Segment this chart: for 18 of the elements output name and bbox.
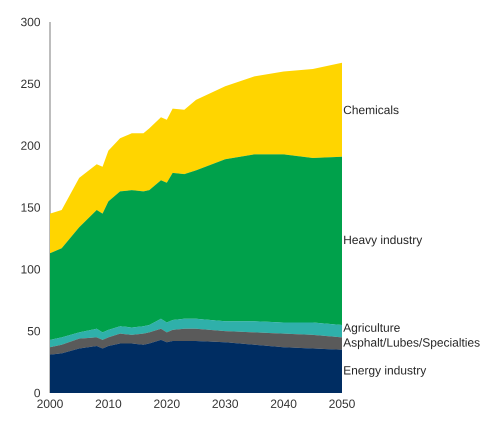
series-label: Asphalt/Lubes/Specialties — [343, 338, 480, 350]
series-label: Energy industry — [344, 366, 426, 377]
x-tick-label: 2020 — [154, 400, 180, 408]
series-label: Chemicals — [344, 105, 399, 114]
x-tick-label: 2040 — [270, 400, 296, 408]
y-tick-label: 200 — [21, 141, 40, 150]
y-tick-label: 0 — [34, 388, 40, 398]
y-tick-label: 300 — [21, 18, 40, 26]
x-tick-label: 2050 — [329, 400, 355, 408]
y-tick-label: 150 — [21, 203, 40, 212]
y-tick-label: 100 — [21, 265, 40, 274]
y-tick-label: 250 — [21, 80, 40, 88]
series-label: Heavy industry — [344, 235, 422, 246]
x-tick-label: 2010 — [96, 400, 122, 408]
x-tick-label: 2030 — [212, 400, 238, 408]
x-tick-label: 2000 — [37, 400, 63, 408]
series-label: Agriculture — [343, 323, 400, 334]
y-tick-label: 50 — [28, 326, 40, 336]
